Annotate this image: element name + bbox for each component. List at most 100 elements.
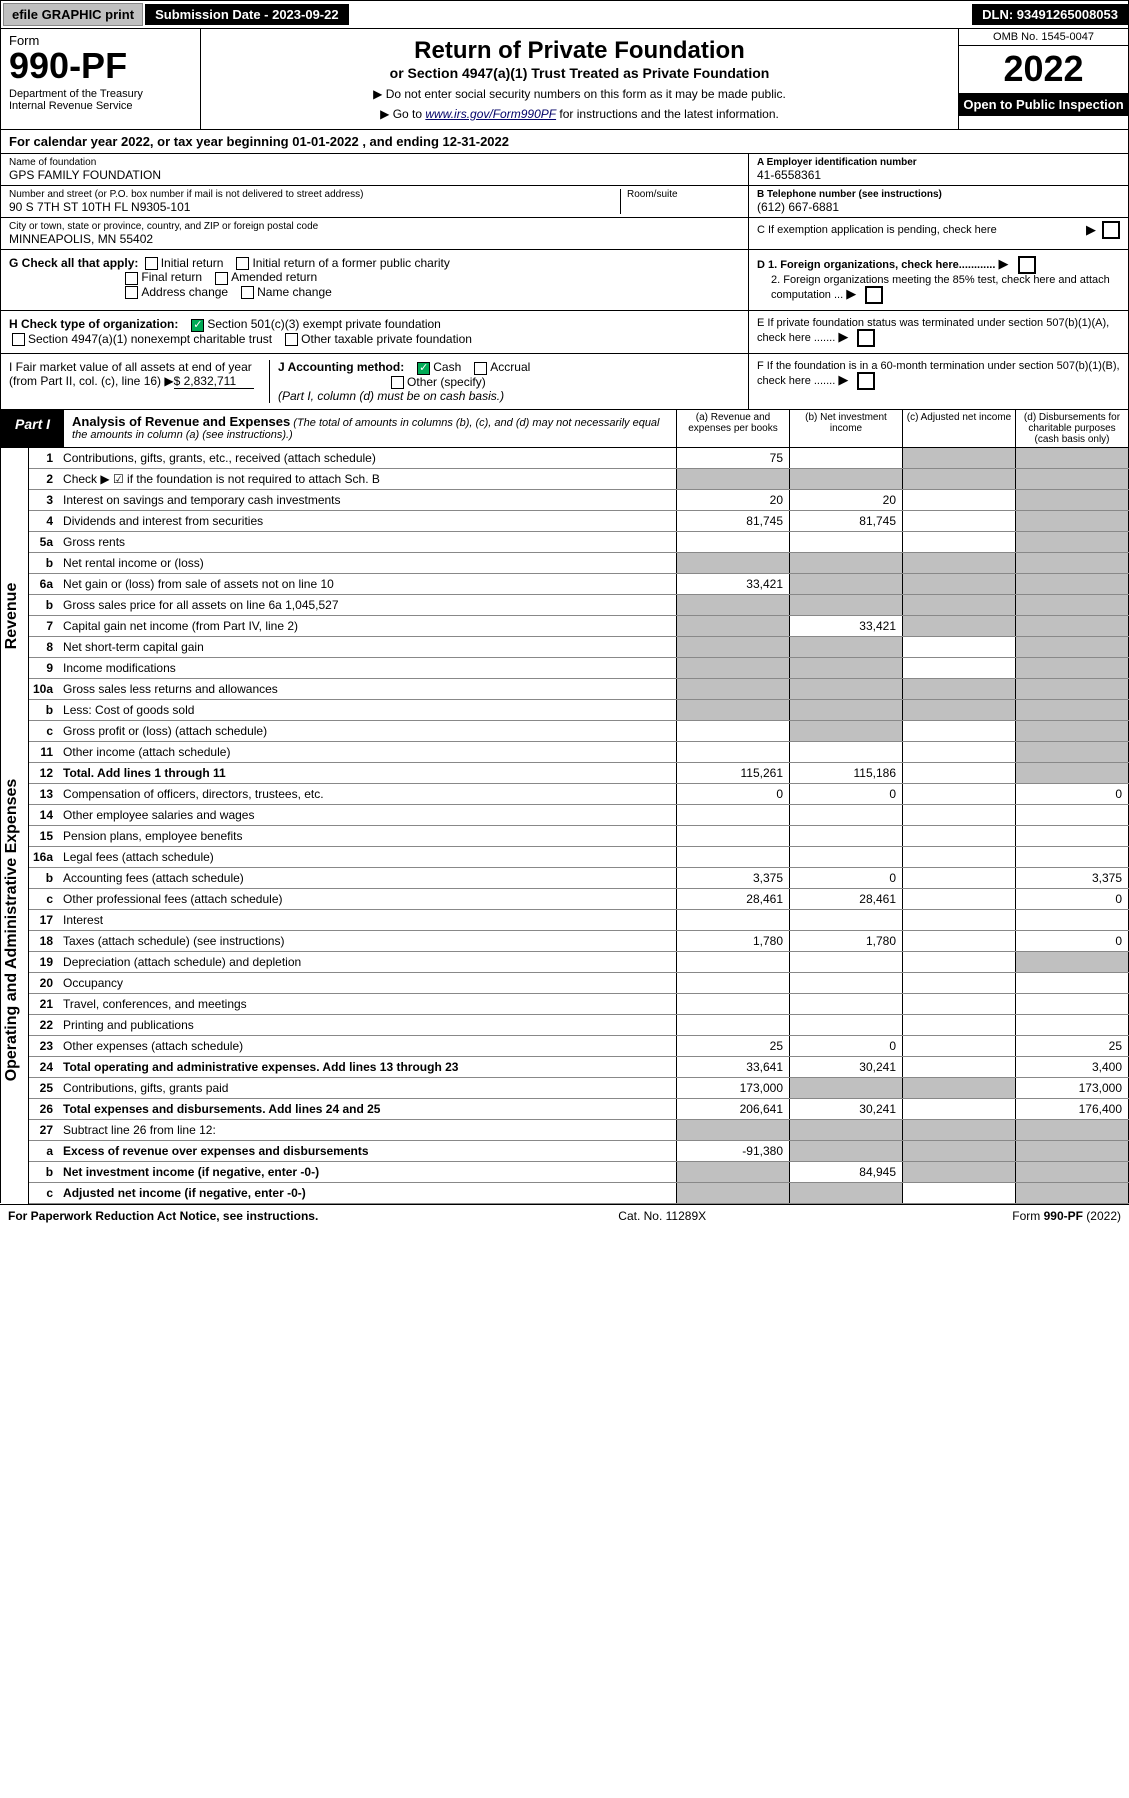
other-method-checkbox[interactable] [391, 376, 404, 389]
top-bar: efile GRAPHIC print Submission Date - 20… [0, 0, 1129, 29]
address-change-checkbox[interactable] [125, 286, 138, 299]
line-number: 12 [29, 762, 60, 783]
other-taxable-checkbox[interactable] [285, 333, 298, 346]
line-description: Taxes (attach schedule) (see instruction… [59, 930, 676, 951]
4947a1-checkbox[interactable] [12, 333, 25, 346]
line-number: a [29, 1140, 60, 1161]
amount-cell: 81,745 [790, 510, 903, 531]
cash-checkbox[interactable] [417, 362, 430, 375]
amount-cell: 20 [790, 489, 903, 510]
amount-cell [903, 1035, 1016, 1056]
60month-checkbox[interactable] [857, 372, 875, 390]
name-change-checkbox[interactable] [241, 286, 254, 299]
amount-cell [790, 1182, 903, 1203]
amount-cell [903, 468, 1016, 489]
table-row: bNet rental income or (loss) [1, 552, 1129, 573]
line-description: Accounting fees (attach schedule) [59, 867, 676, 888]
name-label: Name of foundation [9, 157, 740, 168]
amount-cell [903, 762, 1016, 783]
amount-cell [903, 846, 1016, 867]
table-row: 17Interest [1, 909, 1129, 930]
table-row: 11Other income (attach schedule) [1, 741, 1129, 762]
accrual-checkbox[interactable] [474, 362, 487, 375]
amount-cell: 176,400 [1016, 1098, 1129, 1119]
amount-cell [1016, 972, 1129, 993]
amount-cell [677, 636, 790, 657]
initial-return-checkbox[interactable] [145, 257, 158, 270]
line-number: 7 [29, 615, 60, 636]
line-number: b [29, 867, 60, 888]
amount-cell [790, 1014, 903, 1035]
amount-cell: 84,945 [790, 1161, 903, 1182]
part-tag: Part I [1, 410, 64, 447]
exemption-checkbox[interactable] [1102, 221, 1120, 239]
amount-cell [903, 510, 1016, 531]
amount-cell: 33,641 [677, 1056, 790, 1077]
amount-cell: 0 [1016, 930, 1129, 951]
initial-former-checkbox[interactable] [236, 257, 249, 270]
amount-cell [1016, 720, 1129, 741]
line-description: Other expenses (attach schedule) [59, 1035, 676, 1056]
tax-year: 2022 [959, 46, 1128, 93]
line-number: 10a [29, 678, 60, 699]
line-description: Contributions, gifts, grants, etc., rece… [59, 448, 676, 469]
501c3-checkbox[interactable] [191, 319, 204, 332]
amount-cell [903, 1140, 1016, 1161]
line-number: 3 [29, 489, 60, 510]
amount-cell [903, 909, 1016, 930]
amount-cell [903, 531, 1016, 552]
revenue-side-label: Revenue [1, 448, 29, 784]
line-number: 23 [29, 1035, 60, 1056]
street-address: 90 S 7TH ST 10TH FL N9305-101 [9, 200, 620, 214]
amount-cell: 173,000 [677, 1077, 790, 1098]
part-title: Analysis of Revenue and Expenses [72, 414, 290, 429]
table-row: 2Check ▶ ☑ if the foundation is not requ… [1, 468, 1129, 489]
line-description: Check ▶ ☑ if the foundation is not requi… [59, 468, 676, 489]
amount-cell [1016, 951, 1129, 972]
foreign-org-checkbox[interactable] [1018, 256, 1036, 274]
terminated-checkbox[interactable] [857, 329, 875, 347]
amount-cell: 75 [677, 448, 790, 469]
table-row: bLess: Cost of goods sold [1, 699, 1129, 720]
amount-cell [790, 1119, 903, 1140]
irs-link[interactable]: www.irs.gov/Form990PF [425, 107, 556, 121]
amount-cell [790, 909, 903, 930]
table-row: 27Subtract line 26 from line 12: [1, 1119, 1129, 1140]
amount-cell [1016, 594, 1129, 615]
amount-cell [1016, 1140, 1129, 1161]
amount-cell: 1,780 [790, 930, 903, 951]
amount-cell [790, 678, 903, 699]
phone: (612) 667-6881 [757, 200, 1120, 214]
form-title: Return of Private Foundation [209, 37, 950, 65]
ein-label: A Employer identification number [757, 157, 1120, 168]
amount-cell: -91,380 [677, 1140, 790, 1161]
amount-cell [903, 825, 1016, 846]
line-description: Gross sales less returns and allowances [59, 678, 676, 699]
amount-cell [903, 636, 1016, 657]
table-row: 9Income modifications [1, 657, 1129, 678]
amount-cell [903, 741, 1016, 762]
line-number: 1 [29, 448, 60, 469]
line-number: 25 [29, 1077, 60, 1098]
cat-number: Cat. No. 11289X [618, 1209, 706, 1223]
amount-cell [677, 552, 790, 573]
line-description: Income modifications [59, 657, 676, 678]
line-description: Legal fees (attach schedule) [59, 846, 676, 867]
room-label: Room/suite [627, 189, 740, 200]
amount-cell: 25 [1016, 1035, 1129, 1056]
amount-cell [790, 993, 903, 1014]
final-return-checkbox[interactable] [125, 272, 138, 285]
amount-cell [677, 699, 790, 720]
amount-cell [903, 448, 1016, 469]
line-number: c [29, 1182, 60, 1203]
amended-return-checkbox[interactable] [215, 272, 228, 285]
amount-cell [903, 657, 1016, 678]
efile-print-button[interactable]: efile GRAPHIC print [3, 3, 143, 26]
line-description: Interest [59, 909, 676, 930]
city-state-zip: MINNEAPOLIS, MN 55402 [9, 232, 740, 246]
foreign-85-checkbox[interactable] [865, 286, 883, 304]
amount-cell [677, 909, 790, 930]
table-row: 6aNet gain or (loss) from sale of assets… [1, 573, 1129, 594]
line-number: b [29, 594, 60, 615]
table-row: 24Total operating and administrative exp… [1, 1056, 1129, 1077]
